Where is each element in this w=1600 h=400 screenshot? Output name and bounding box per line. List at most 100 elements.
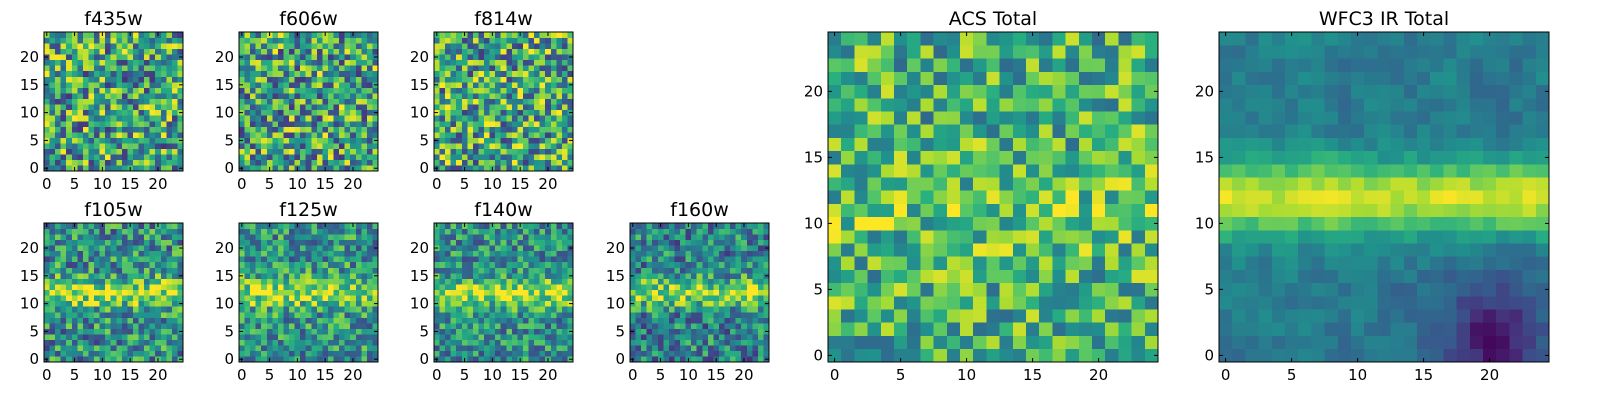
heatmap-cell <box>294 334 301 341</box>
heatmap-cell <box>663 239 670 246</box>
heatmap-cell <box>534 82 540 88</box>
heatmap-cell <box>250 267 256 274</box>
heatmap-cell <box>730 317 736 324</box>
heatmap-cell <box>283 261 290 268</box>
heatmap-cell <box>132 223 139 229</box>
heatmap-cell <box>445 76 451 83</box>
heatmap-cell <box>344 311 351 318</box>
heatmap-cell <box>327 261 334 268</box>
heatmap-cell <box>289 76 295 83</box>
heatmap-cell <box>652 350 659 357</box>
heatmap-cell <box>517 109 524 116</box>
heatmap-cell <box>300 323 307 329</box>
heatmap-cell <box>434 334 440 341</box>
heatmap-cell <box>528 234 535 240</box>
heatmap-cell <box>66 70 73 77</box>
heatmap-cell <box>316 93 323 100</box>
heatmap-cell <box>495 148 502 155</box>
heatmap-cell <box>339 93 345 100</box>
heatmap-cell <box>333 159 340 166</box>
heatmap-cell <box>66 126 73 133</box>
heatmap-cell <box>973 296 987 310</box>
heatmap-cell <box>652 256 659 263</box>
heatmap-cell <box>77 109 84 116</box>
heatmap-cell <box>94 82 100 88</box>
heatmap-cell <box>456 148 463 155</box>
heatmap-cell <box>511 126 518 133</box>
heatmap-cell <box>999 348 1014 363</box>
heatmap-cell <box>456 234 463 240</box>
heatmap-cell <box>933 335 948 350</box>
heatmap-cell <box>691 228 698 235</box>
heatmap-cell <box>450 37 457 44</box>
heatmap-cell <box>171 104 178 111</box>
heatmap-cell <box>567 115 574 122</box>
heatmap-cell <box>266 350 273 357</box>
heatmap-cell <box>88 143 95 150</box>
heatmap-cell <box>511 48 518 55</box>
heatmap-cell <box>339 289 345 296</box>
heatmap-cell <box>283 289 290 296</box>
heatmap-cell <box>445 223 451 229</box>
heatmap-cell <box>561 284 568 291</box>
heatmap-cell <box>366 82 373 88</box>
heatmap-cell <box>724 300 731 307</box>
heatmap-cell <box>752 295 759 302</box>
heatmap-cell <box>305 98 312 105</box>
heatmap-cell <box>484 159 490 166</box>
heatmap-cell <box>567 98 574 105</box>
heatmap-cell <box>121 289 128 296</box>
heatmap-cell <box>82 273 89 279</box>
heatmap-cell <box>350 300 357 307</box>
heatmap-cell <box>730 345 736 352</box>
heatmap-cell <box>730 267 736 274</box>
heatmap-cell <box>522 126 529 133</box>
heatmap-cell <box>461 143 468 150</box>
heatmap-cell <box>635 317 642 324</box>
heatmap-cell <box>500 273 507 279</box>
heatmap-cell <box>327 148 334 155</box>
heatmap-cell <box>99 143 106 150</box>
heatmap-cell <box>339 132 345 138</box>
heatmap-cell <box>55 104 61 111</box>
heatmap-cell <box>132 250 139 257</box>
heatmap-cell <box>94 148 100 155</box>
heatmap-cell <box>305 339 312 346</box>
heatmap-cell <box>534 104 540 111</box>
heatmap-cell <box>49 37 56 44</box>
heatmap-cell <box>355 228 362 235</box>
heatmap-cell <box>311 98 318 105</box>
heatmap-cell <box>1118 282 1132 297</box>
heatmap-cell <box>239 132 245 138</box>
heatmap-cell <box>289 345 295 352</box>
heatmap-cell <box>116 239 123 246</box>
heatmap-cell <box>316 37 323 44</box>
heatmap-cell <box>350 267 357 274</box>
heatmap-cell <box>66 350 73 357</box>
heatmap-cell <box>166 234 173 240</box>
heatmap-cell <box>894 269 908 284</box>
heatmap-cell <box>522 109 529 116</box>
heatmap-cell <box>333 278 340 285</box>
heatmap-cell <box>724 339 731 346</box>
heatmap-cell <box>82 115 89 122</box>
heatmap-cell <box>327 109 334 116</box>
heatmap-cell <box>707 261 714 268</box>
heatmap-cell <box>366 65 373 72</box>
heatmap-cell <box>350 104 357 111</box>
heatmap-cell <box>484 256 490 263</box>
heatmap-cell <box>668 306 675 313</box>
heatmap-cell <box>484 278 490 285</box>
heatmap-cell <box>652 234 659 240</box>
heatmap-cell <box>283 334 290 341</box>
heatmap-cell <box>1026 322 1040 336</box>
heatmap-cell <box>1078 309 1093 323</box>
heatmap-cell <box>266 43 273 49</box>
heatmap-cell <box>366 345 373 352</box>
heatmap-cell <box>1026 243 1040 257</box>
heatmap-cell <box>450 70 457 77</box>
heatmap-cell <box>511 82 518 88</box>
heatmap-cell <box>149 328 156 335</box>
heatmap-cell <box>478 284 485 291</box>
